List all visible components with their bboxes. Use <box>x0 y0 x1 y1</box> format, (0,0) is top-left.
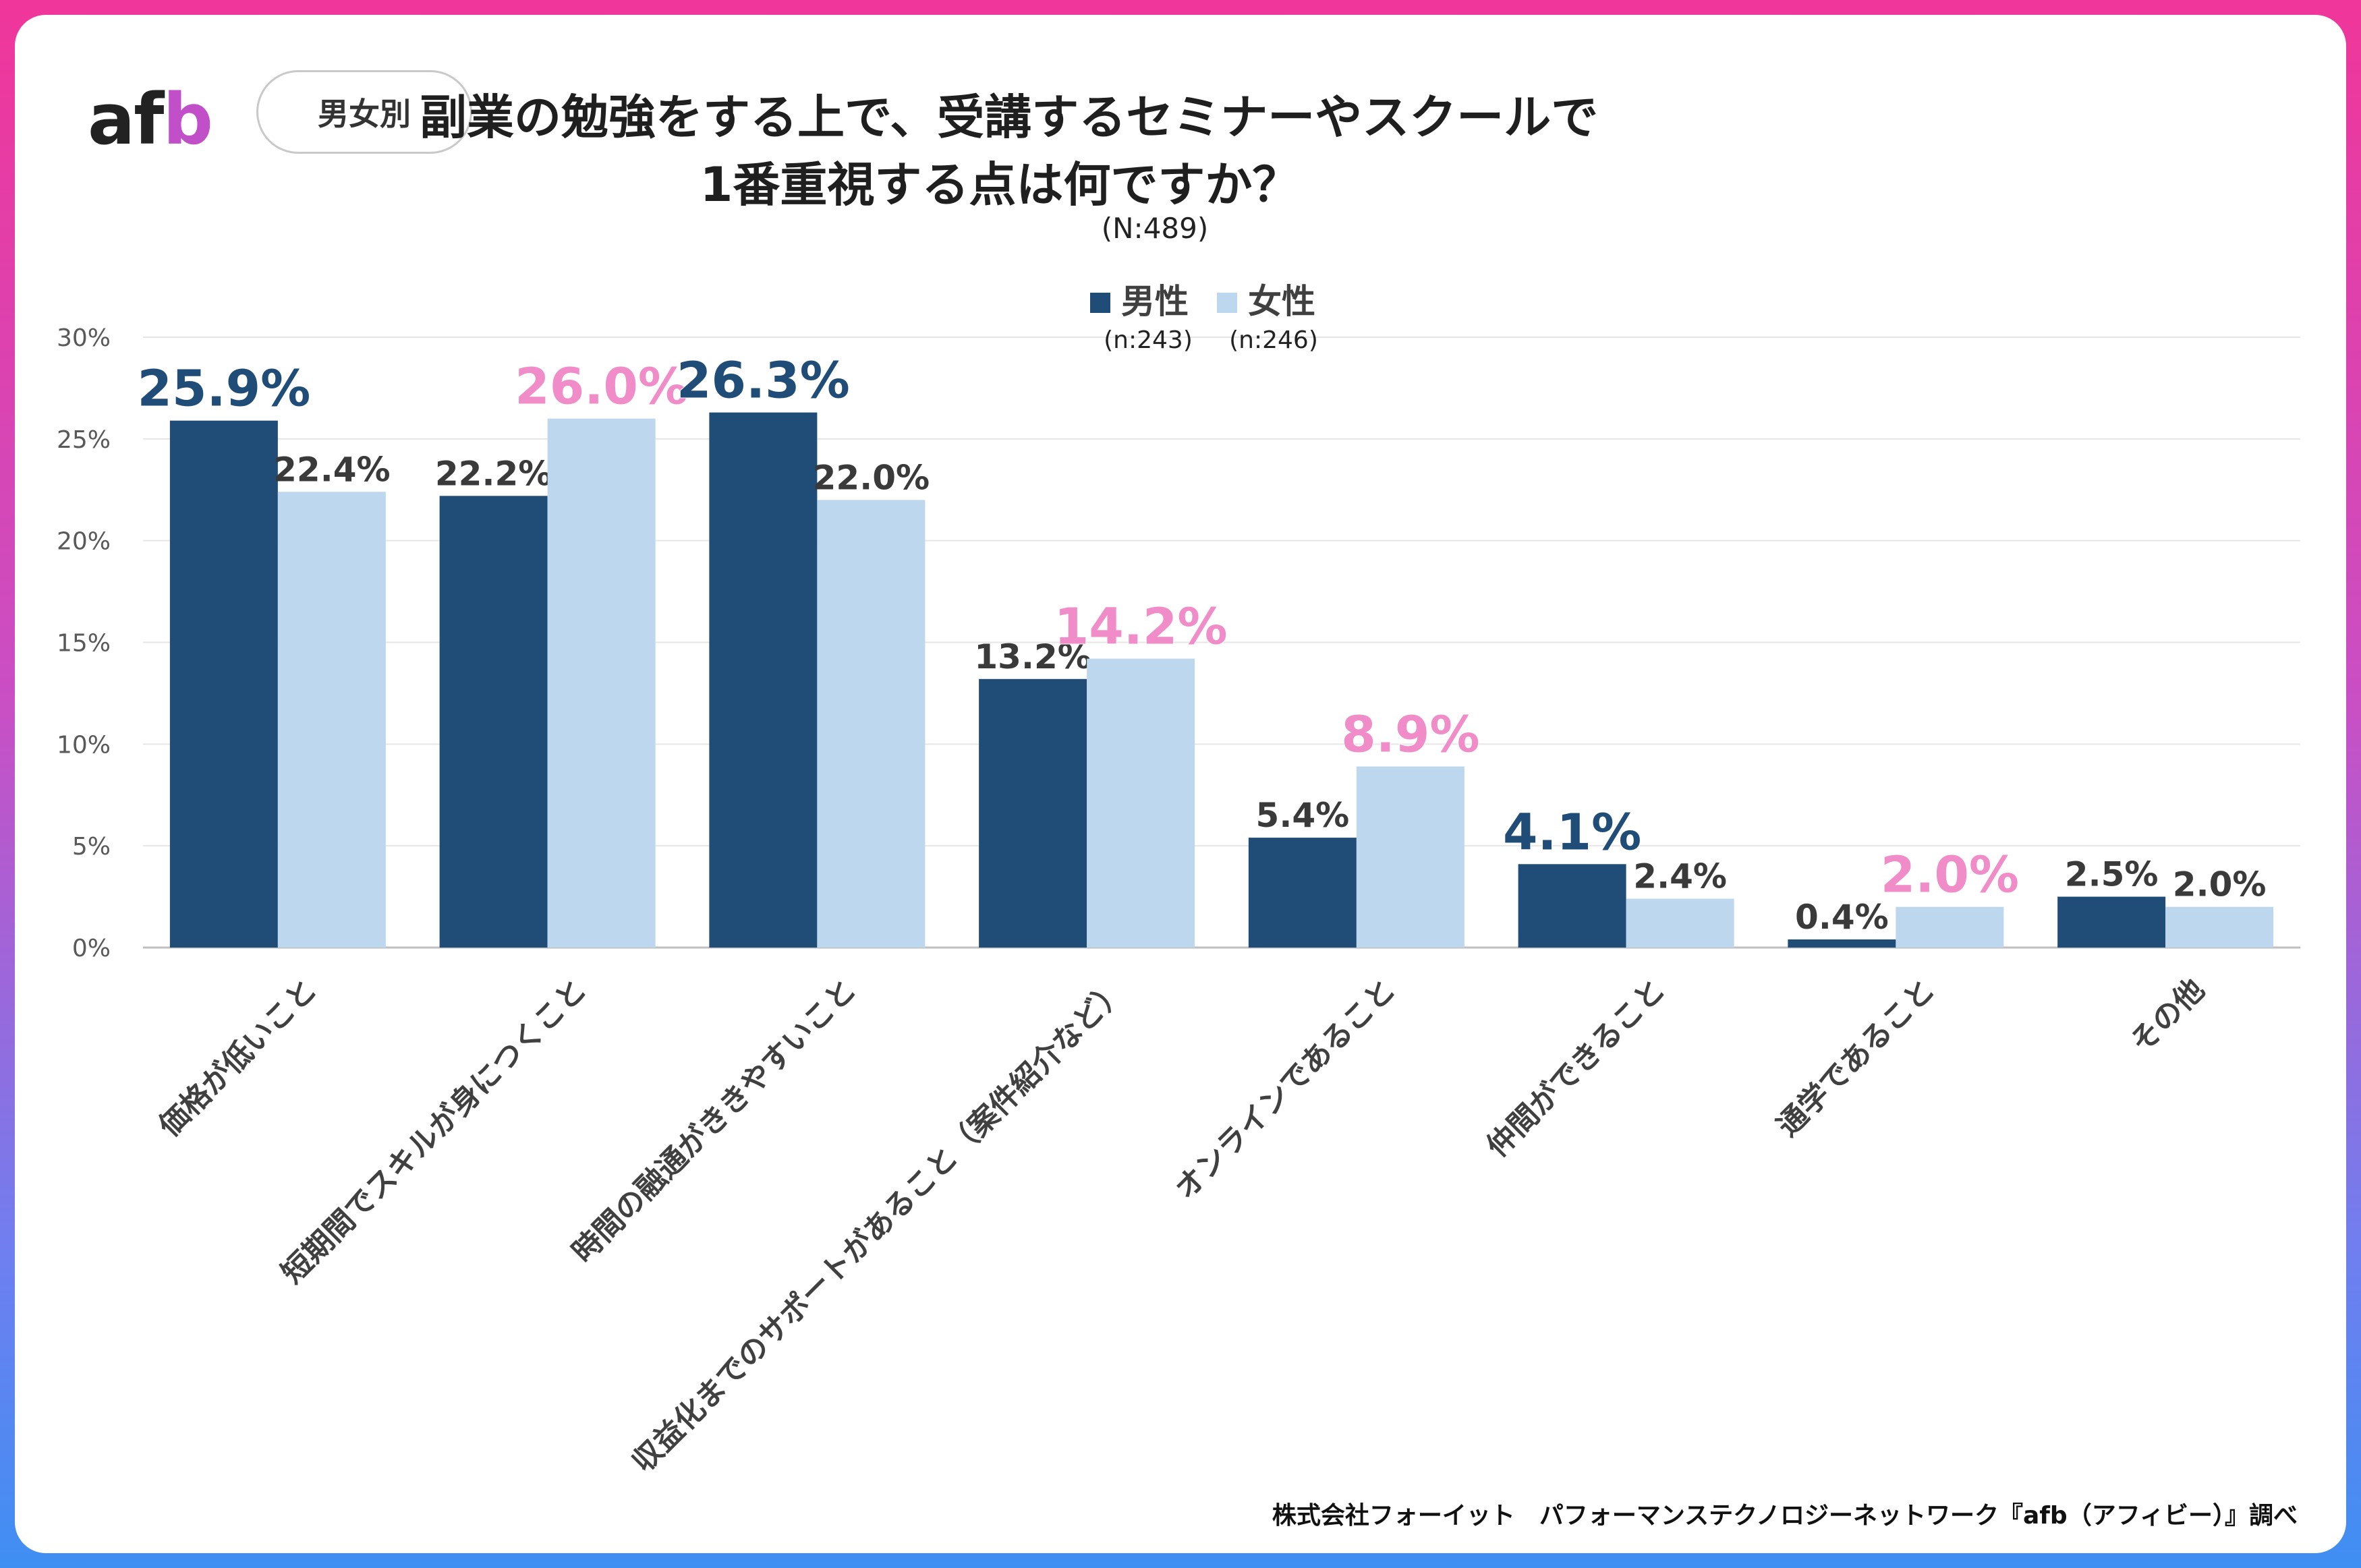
category-label: 価格が低いこと <box>152 972 324 1144</box>
data-label-male: 26.3% <box>677 352 850 410</box>
data-label-male: 4.1% <box>1503 803 1641 861</box>
bar-female <box>817 500 926 948</box>
y-tick-label: 30% <box>57 324 111 352</box>
y-tick-label: 20% <box>57 528 111 556</box>
data-label-female: 8.9% <box>1341 706 1479 764</box>
bar-female <box>1356 766 1464 948</box>
category-label: 時間の融通がききやすいこと <box>566 972 863 1270</box>
data-label-male: 5.4% <box>1256 796 1350 835</box>
y-tick-label: 0% <box>72 935 111 962</box>
data-label-female: 22.0% <box>813 458 930 497</box>
data-label-female: 2.0% <box>2173 865 2267 904</box>
data-label-male: 25.9% <box>138 360 311 418</box>
bar-male <box>169 420 278 948</box>
data-label-female: 14.2% <box>1054 598 1228 656</box>
bar-male <box>1248 838 1357 948</box>
gender-badge: 男女別 <box>256 70 472 154</box>
legend-n-male: (n:243) <box>1104 326 1193 354</box>
bar-chart: 0% 5% 10% 15% 20% 25% 30% 25.9% 22.4% 価格が低いこと 22.2… <box>57 282 2300 1480</box>
logo-text-af: af <box>88 78 164 161</box>
legend-swatch-male <box>1090 293 1110 313</box>
title-line-1: 副業の勉強をする上で、受講するセミナーやスクールで <box>420 90 1599 145</box>
data-label-female: 22.4% <box>273 450 390 489</box>
legend-swatch-female <box>1217 293 1237 313</box>
category-label: オンラインであること <box>1168 972 1402 1207</box>
y-tick-label: 15% <box>57 630 111 658</box>
category-label: その他 <box>2124 972 2211 1059</box>
bar-female <box>1626 898 1734 948</box>
chart-card: afb 男女別 副業の勉強をする上で、受講するセミナーやスクールで 1番重視する… <box>15 15 2346 1553</box>
chart-title: 副業の勉強をする上で、受講するセミナーやスクールで 1番重視する点は何ですか？ <box>420 84 1599 219</box>
y-tick-label: 25% <box>57 426 111 454</box>
bar-male <box>709 412 818 948</box>
logo-text-b: b <box>163 78 212 161</box>
bar-female <box>1896 906 2004 948</box>
data-label-male: 0.4% <box>1795 898 1889 937</box>
y-tick-label: 5% <box>72 833 111 861</box>
category-label: 仲間ができること <box>1480 972 1672 1164</box>
data-label-male: 13.2% <box>974 637 1091 676</box>
bar-female <box>2165 906 2274 948</box>
bar-male <box>439 496 548 948</box>
bar-male <box>979 678 1087 948</box>
legend-label-female: 女性 <box>1248 282 1315 321</box>
data-label-male: 2.5% <box>2065 855 2159 894</box>
category-label: 通学であること <box>1771 972 1942 1144</box>
category-label: 収益化までのサポートがあること（案件紹介など） <box>625 972 1133 1480</box>
data-label-female: 2.4% <box>1633 857 1727 896</box>
legend-label-male: 男性 <box>1121 282 1189 321</box>
sample-size: (N:489) <box>1101 212 1209 245</box>
data-label-female: 26.0% <box>515 358 688 416</box>
bar-female <box>277 492 386 948</box>
bar-male <box>1788 939 1896 948</box>
source-note: 株式会社フォーイット パフォーマンステクノロジーネットワーク『afb（アフィビー… <box>1272 1502 2298 1530</box>
afb-logo: afb <box>88 82 213 156</box>
data-label-female: 2.0% <box>1881 846 2019 904</box>
legend-n-female: (n:246) <box>1229 326 1318 354</box>
bar-female <box>1087 658 1195 948</box>
bar-male <box>1518 864 1626 948</box>
y-tick-label: 10% <box>57 731 111 759</box>
bar-male <box>2057 896 2166 948</box>
data-label-male: 22.2% <box>435 454 552 493</box>
category-label: 短期間でスキルが身につくこと <box>275 972 594 1291</box>
title-line-2: 1番重視する点は何ですか？ <box>700 157 1300 212</box>
bar-female <box>547 418 656 948</box>
